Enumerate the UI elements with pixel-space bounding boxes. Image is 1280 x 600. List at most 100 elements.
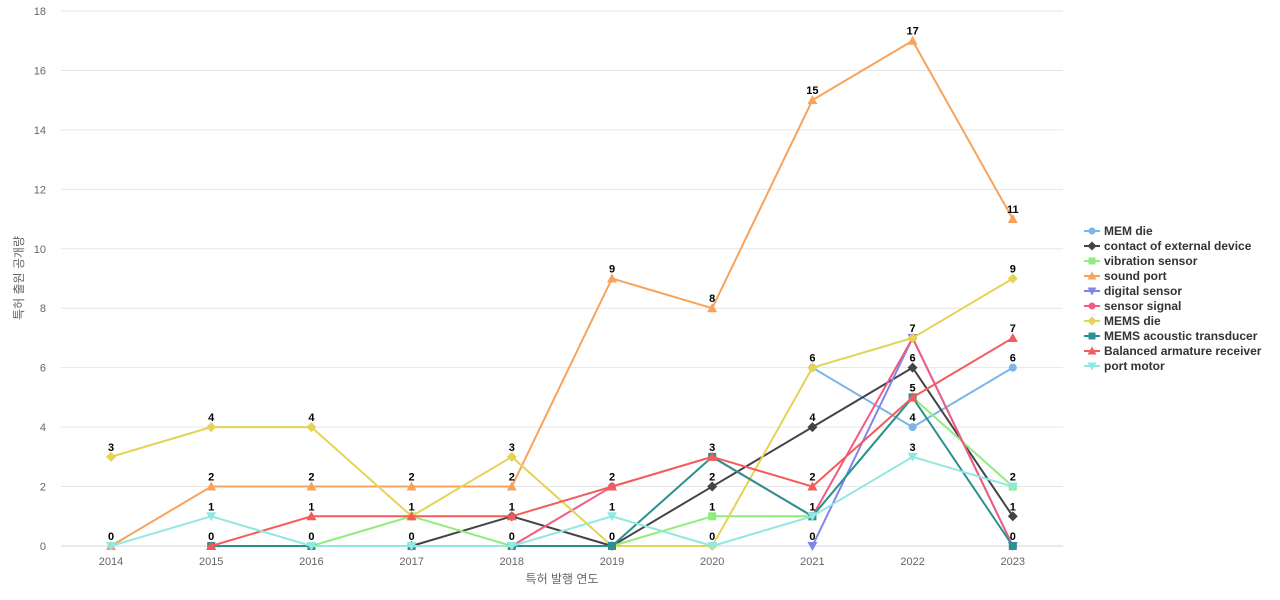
data-label: 2 — [409, 472, 415, 484]
data-point — [306, 422, 317, 433]
legend-item[interactable]: sound port — [1084, 269, 1167, 283]
data-point — [1088, 257, 1096, 265]
y-tick-label: 16 — [34, 65, 46, 77]
data-point — [306, 481, 317, 491]
data-label: 0 — [308, 531, 314, 543]
legend-label: digital sensor — [1104, 284, 1182, 298]
data-label: 4 — [208, 412, 215, 424]
legend-label: sound port — [1104, 269, 1167, 283]
data-point — [206, 512, 217, 522]
data-point — [1007, 482, 1018, 492]
data-point — [406, 511, 417, 521]
data-label: 5 — [910, 382, 916, 394]
data-label: 0 — [709, 531, 715, 543]
data-label: 2 — [208, 472, 214, 484]
data-point — [1087, 241, 1097, 251]
series-line — [110, 39, 1014, 547]
x-axis-title: 특허 발행 연도 — [526, 571, 599, 586]
data-point — [1007, 273, 1018, 284]
series-sensor-signal — [507, 333, 1017, 550]
legend-item[interactable]: MEMS die — [1084, 314, 1161, 328]
data-label: 0 — [509, 531, 515, 543]
grid — [61, 10, 1063, 547]
data-label: 15 — [806, 85, 818, 97]
data-label: 2 — [609, 472, 615, 484]
data-label: 4 — [308, 412, 315, 424]
data-point — [907, 35, 918, 45]
data-point — [707, 481, 718, 492]
data-point — [907, 332, 918, 343]
data-point — [1087, 362, 1097, 371]
series-port-motor — [106, 452, 1018, 551]
data-point — [807, 481, 818, 491]
y-tick-label: 2 — [40, 482, 46, 494]
data-label: 0 — [1010, 531, 1016, 543]
data-label: 0 — [409, 531, 415, 543]
data-label: 17 — [906, 26, 918, 38]
data-point — [807, 512, 818, 522]
data-point — [506, 542, 517, 551]
legend-item[interactable]: MEM die — [1084, 224, 1153, 238]
data-point — [707, 542, 718, 551]
data-label: 8 — [709, 293, 715, 305]
legend-label: MEM die — [1104, 224, 1153, 238]
data-label: 1 — [409, 501, 415, 513]
data-label: 2 — [709, 472, 715, 484]
data-label: 2 — [809, 472, 815, 484]
data-point — [607, 512, 617, 522]
data-point — [907, 392, 918, 402]
data-label: 0 — [208, 531, 214, 543]
data-point — [807, 95, 818, 105]
series-line — [510, 336, 1014, 547]
legend-label: MEMS die — [1104, 314, 1161, 328]
data-point — [607, 481, 617, 491]
data-point — [1008, 363, 1017, 372]
y-tick-label: 0 — [40, 541, 46, 553]
data-point — [1087, 346, 1097, 355]
legend-label: port motor — [1104, 359, 1165, 373]
legend-item[interactable]: port motor — [1084, 359, 1165, 373]
y-tick-label: 4 — [40, 422, 46, 434]
data-point — [1087, 287, 1097, 296]
data-label: 0 — [609, 531, 615, 543]
data-label: 3 — [910, 442, 916, 454]
legend-item[interactable]: sensor signal — [1084, 299, 1181, 313]
legend-item[interactable]: vibration sensor — [1084, 254, 1198, 268]
x-tick-label: 2015 — [199, 556, 223, 568]
data-label: 3 — [509, 442, 515, 454]
x-tick-label: 2019 — [600, 556, 624, 568]
data-point — [1088, 302, 1096, 310]
legend-item[interactable]: Balanced armature receiver — [1084, 344, 1262, 358]
legend-item[interactable]: MEMS acoustic transducer — [1084, 329, 1258, 343]
x-tick-label: 2018 — [500, 556, 524, 568]
data-point — [406, 481, 417, 491]
data-point — [406, 542, 417, 551]
y-axis-title: 특허 출원 공개량 — [12, 236, 26, 320]
data-point — [1007, 511, 1018, 522]
data-label: 4 — [910, 412, 917, 424]
y-tick-label: 8 — [40, 303, 46, 315]
legend-label: MEMS acoustic transducer — [1104, 329, 1258, 343]
x-tick-label: 2016 — [299, 556, 323, 568]
data-label: 3 — [709, 442, 715, 454]
data-label: 7 — [910, 323, 916, 335]
data-point — [907, 362, 918, 373]
legend-label: Balanced armature receiver — [1104, 344, 1262, 358]
data-label: 1 — [509, 501, 515, 513]
x-tick-label: 2021 — [800, 556, 824, 568]
data-point — [206, 481, 217, 491]
data-point — [707, 303, 718, 313]
data-label: 4 — [809, 412, 816, 424]
data-point — [807, 542, 818, 551]
legend-item[interactable]: contact of external device — [1084, 239, 1252, 253]
data-point — [1087, 271, 1097, 280]
data-label: 6 — [1010, 353, 1016, 365]
x-tick-label: 2020 — [700, 556, 724, 568]
series-line — [110, 455, 1014, 547]
data-point — [1007, 214, 1018, 224]
data-label: 7 — [1010, 323, 1016, 335]
legend-item[interactable]: digital sensor — [1084, 284, 1182, 298]
x-tick-label: 2014 — [99, 556, 123, 568]
